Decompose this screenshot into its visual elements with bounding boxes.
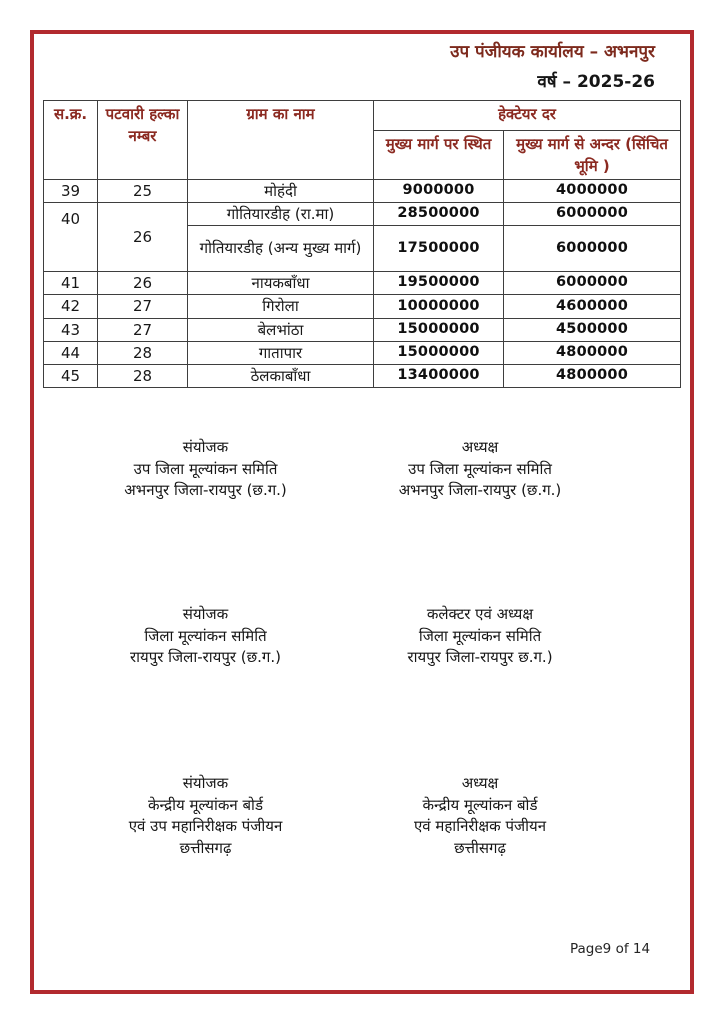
signature-line: छत्तीसगढ़ — [454, 838, 506, 857]
signature-line: संयोजक — [182, 438, 229, 456]
signature-line: केन्द्रीय मूल्यांकन बोर्ड — [422, 795, 538, 814]
signature-block-2-left: संयोजक जिला मूल्यांकन समिति रायपुर जिला-रा… — [78, 604, 333, 669]
village-name-cell: गोतियारडीह (अन्य मुख्य मार्ग) — [187, 225, 374, 272]
table-row: 40 26 गोतियारडीह (रा.मा) 28500000 6000000 — [43, 201, 682, 273]
rate-inside-cell: 4500000 — [502, 317, 682, 342]
village-name-cell: गोतियारडीह (रा.मा) — [187, 201, 374, 227]
hectare-rates-table: स.क्र. पटवारी हल्का नम्बर ग्राम का नाम ह… — [43, 100, 682, 389]
village-name-cell: मोहंदी — [187, 178, 374, 203]
signature-line: रायपुर जिला-रायपुर (छ.ग.) — [130, 648, 281, 666]
col-header-rate-inside: मुख्य मार्ग से अन्दर (सिंचित भूमि ) — [502, 130, 682, 180]
serial-cell: 42 — [43, 294, 98, 319]
table-row: 45 28 ठेलकाबाँधा 13400000 4800000 — [43, 363, 682, 389]
signature-block-1-left: संयोजक उप जिला मूल्यांकन समिति अभनपुर जिला… — [78, 437, 333, 502]
signature-block-3: संयोजक केन्द्रीय मूल्यांकन बोर्ड एवं उप मह… — [0, 773, 724, 868]
signature-line: अभनपुर जिला-रायपुर (छ.ग.) — [124, 481, 287, 499]
halka-number-cell: 28 — [97, 340, 188, 366]
rate-on-road-cell: 28500000 — [373, 201, 504, 227]
signature-line: अध्यक्ष — [461, 438, 499, 456]
page-header: उप पंजीयक कार्यालय – अभनपुर वर्ष – 2025-… — [450, 42, 655, 94]
rate-inside-cell: 4000000 — [502, 178, 682, 203]
signature-line: रायपुर जिला-रायपुर छ.ग.) — [407, 648, 553, 666]
village-name-cell: गिरोला — [187, 294, 374, 319]
village-name-cell: बेलभांठा — [187, 317, 374, 342]
signature-line: अध्यक्ष — [461, 774, 499, 792]
village-name-cell: गातापार — [187, 340, 374, 366]
rate-inside-cell: 4800000 — [502, 363, 682, 389]
signature-block-1: संयोजक उप जिला मूल्यांकन समिति अभनपुर जिला… — [0, 437, 724, 532]
rate-inside-cell: 6000000 — [502, 270, 682, 296]
rate-on-road-cell: 17500000 — [373, 225, 504, 272]
village-name-cell: नायकबाँधा — [187, 270, 374, 296]
signature-block-3-right: अध्यक्ष केन्द्रीय मूल्यांकन बोर्ड एवं महान… — [350, 773, 610, 859]
table-row: 42 27 गिरोला 10000000 4600000 — [43, 294, 682, 319]
table-header-row-1: स.क्र. पटवारी हल्का नम्बर ग्राम का नाम ह… — [43, 100, 682, 180]
serial-cell: 41 — [43, 270, 98, 296]
table-row: 39 25 मोहंदी 9000000 4000000 — [43, 178, 682, 203]
signature-line: उप जिला मूल्यांकन समिति — [408, 459, 552, 478]
signature-line: कलेक्टर एवं अध्यक्ष — [426, 605, 534, 623]
rate-on-road-cell: 15000000 — [373, 340, 504, 366]
signature-block-2: संयोजक जिला मूल्यांकन समिति रायपुर जिला-रा… — [0, 604, 724, 699]
rate-inside-cell: 6000000 — [502, 201, 682, 227]
signature-line: जिला मूल्यांकन समिति — [144, 626, 267, 645]
col-header-serial: स.क्र. — [43, 100, 98, 180]
signature-line: जिला मूल्यांकन समिति — [418, 626, 542, 645]
halka-number-cell: 26 — [97, 270, 188, 296]
col-header-village: ग्राम का नाम — [187, 100, 374, 180]
signature-block-1-right: अध्यक्ष उप जिला मूल्यांकन समिति अभनपुर जिल… — [350, 437, 610, 502]
rate-on-road-cell: 19500000 — [373, 270, 504, 296]
serial-cell: 39 — [43, 178, 98, 203]
rate-inside-cell: 4600000 — [502, 294, 682, 319]
rate-on-road-cell: 9000000 — [373, 178, 504, 203]
signature-block-2-right: कलेक्टर एवं अध्यक्ष जिला मूल्यांकन समिति र… — [350, 604, 610, 669]
table-row: 43 27 बेलभांठा 15000000 4500000 — [43, 317, 682, 342]
halka-number-cell: 28 — [97, 363, 188, 389]
halka-number-cell: 27 — [97, 317, 188, 342]
signature-line: संयोजक — [182, 605, 229, 623]
halka-number-cell: 27 — [97, 294, 188, 319]
office-title: उप पंजीयक कार्यालय – अभनपुर — [450, 42, 655, 62]
signature-line: केन्द्रीय मूल्यांकन बोर्ड — [148, 795, 263, 814]
village-name-cell: ठेलकाबाँधा — [187, 363, 374, 389]
signature-line: एवं उप महानिरीक्षक पंजीयन — [128, 817, 283, 835]
table-header-row-2: मुख्य मार्ग पर स्थित मुख्य मार्ग से अन्द… — [44, 130, 682, 180]
serial-cell: 45 — [43, 363, 98, 389]
rate-on-road-cell: 15000000 — [373, 317, 504, 342]
col-header-rate-on-road: मुख्य मार्ग पर स्थित — [373, 130, 504, 180]
year-title: वर्ष – 2025-26 — [537, 72, 655, 93]
rate-inside-cell: 4800000 — [502, 340, 682, 366]
signature-block-3-left: संयोजक केन्द्रीय मूल्यांकन बोर्ड एवं उप मह… — [78, 773, 333, 859]
rate-inside-cell: 6000000 — [502, 225, 682, 272]
serial-cell: 40 — [43, 201, 98, 273]
table-row: 44 28 गातापार 15000000 4800000 — [43, 340, 682, 366]
page-number: Page9 of 14 — [570, 941, 651, 957]
halka-number-cell: 26 — [97, 201, 188, 273]
table-row: 41 26 नायकबाँधा 19500000 6000000 — [43, 270, 682, 296]
signature-line: उप जिला मूल्यांकन समिति — [133, 459, 278, 478]
serial-cell: 43 — [43, 317, 98, 342]
col-header-halka: पटवारी हल्का नम्बर — [97, 100, 188, 180]
signature-line: संयोजक — [182, 774, 229, 792]
table-row: गोतियारडीह (अन्य मुख्य मार्ग) 17500000 600… — [44, 225, 682, 272]
signature-line: छत्तीसगढ़ — [179, 838, 232, 857]
rate-on-road-cell: 10000000 — [373, 294, 504, 319]
col-header-rate-group: हेक्टेयर दर — [372, 100, 682, 131]
page-border-frame — [30, 30, 694, 994]
halka-number-cell: 25 — [97, 178, 188, 203]
serial-cell: 44 — [43, 340, 98, 366]
rate-on-road-cell: 13400000 — [373, 363, 504, 389]
signature-line: एवं महानिरीक्षक पंजीयन — [413, 817, 547, 835]
signature-line: अभनपुर जिला-रायपुर (छ.ग.) — [398, 481, 562, 499]
